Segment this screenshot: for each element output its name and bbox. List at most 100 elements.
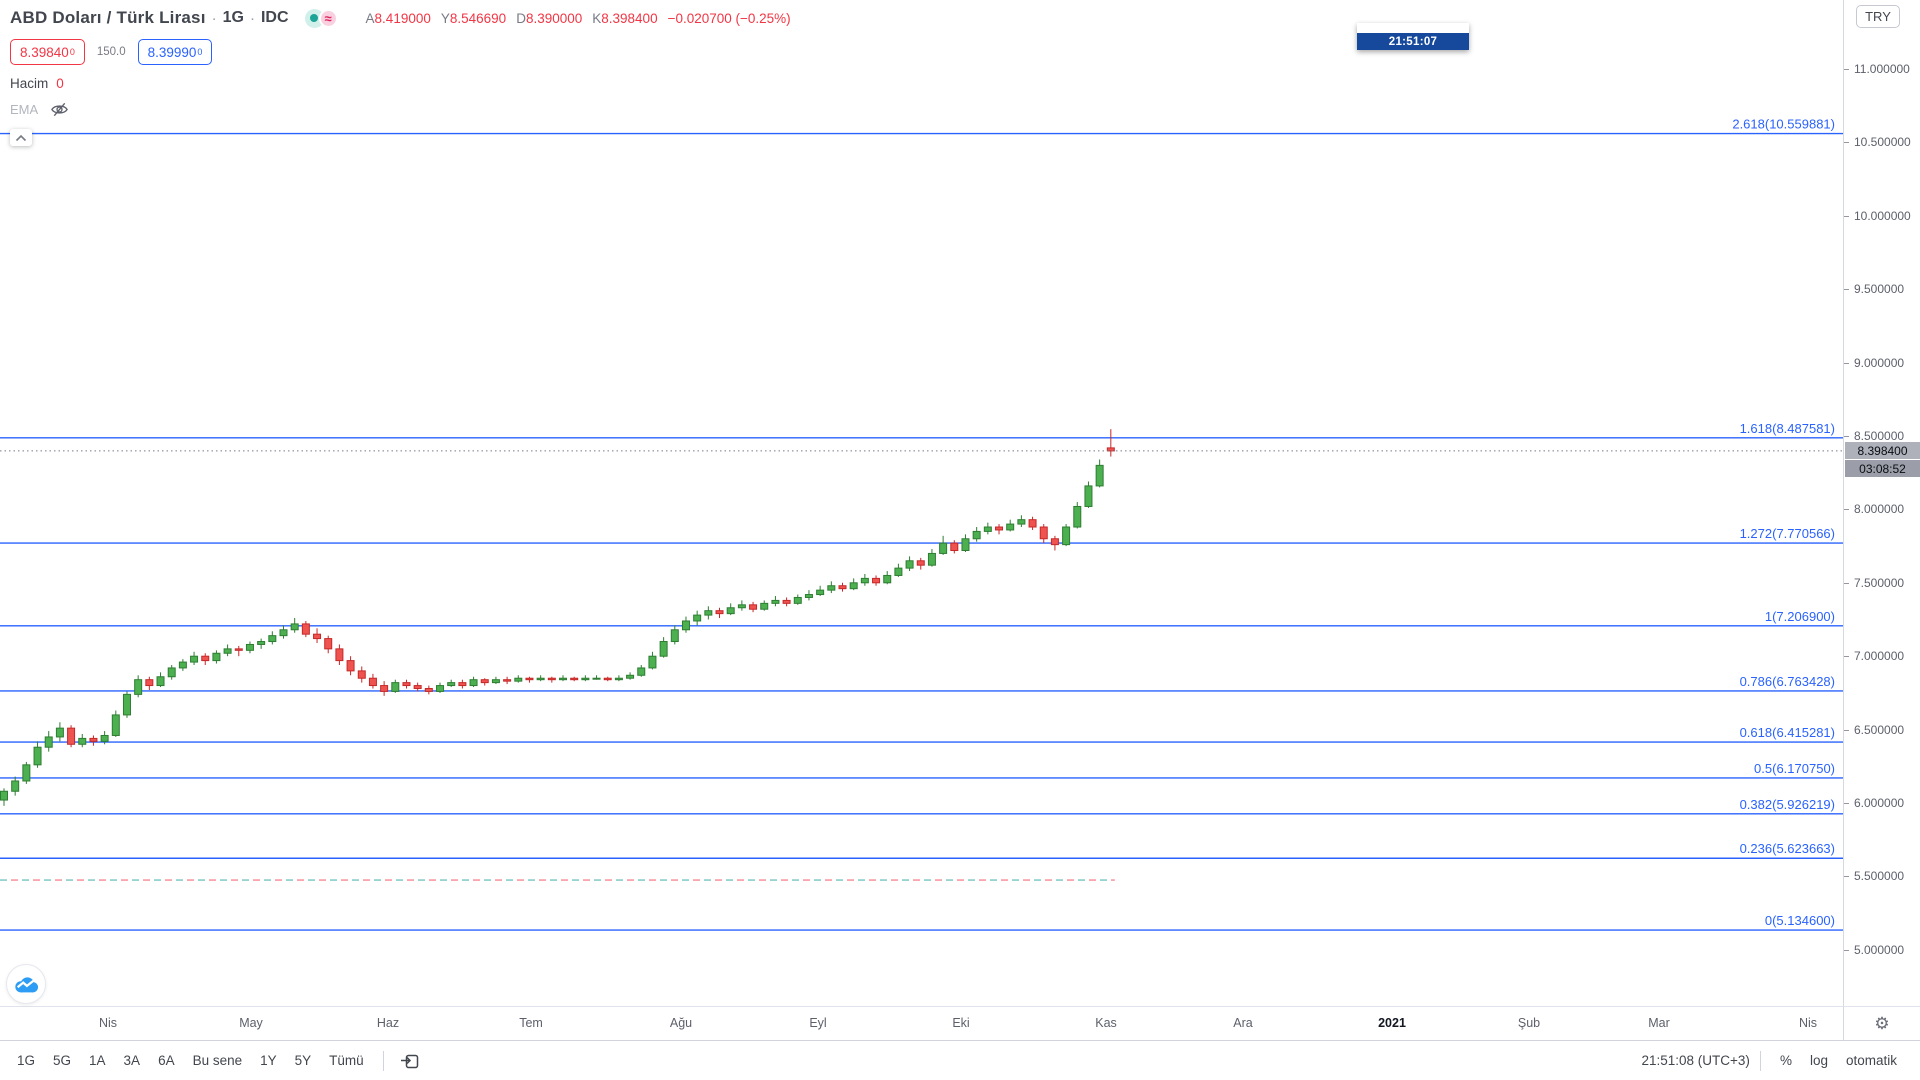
market-status-pill[interactable]: ≈ [304,8,338,28]
change-value: −0.020700 (−0.25%) [667,10,791,26]
candle-series [0,429,1115,806]
date-range-buttons: 1G 5G 1A 3A 6A Bu sene 1Y 5Y Tümü [0,1048,426,1073]
price-axis[interactable]: TRY 11.000000 10.500000 10.000000 9.500000 9… [1843,0,1920,1006]
fib-label: 1.272(7.770566) [1740,526,1835,541]
volume-label: Hacim [10,76,49,91]
close-label: K [592,10,602,26]
price-tick-label: 10.500000 [1854,135,1911,150]
volume-value: 0 [56,76,64,91]
market-open-icon [304,8,324,28]
range-button-3a[interactable]: 3A [123,1053,141,1068]
price-tick-label: 5.500000 [1854,869,1905,884]
range-button-1a[interactable]: 1A [89,1053,106,1068]
price-tick-mark [1844,803,1849,804]
candlestick-chart[interactable]: 2.618(10.559881) 1.618(8.487581) 1.272(7.7… [0,0,1843,1006]
clock[interactable]: 21:51:08 (UTC+3) [1641,1053,1750,1068]
volume-indicator-row[interactable]: Hacim 0 [10,76,791,91]
chevron-up-icon [15,134,27,141]
range-button-1g[interactable]: 1G [17,1053,36,1068]
range-button-5y[interactable]: 5Y [294,1053,312,1068]
price-tick-mark [1844,362,1849,364]
symbol-title[interactable]: ABD Doları / Türk Lirası [10,8,206,27]
ema-indicator-row[interactable]: EMA [10,100,791,119]
sell-price-sup: 0 [69,47,75,57]
time-axis-label: Tem [519,1016,543,1030]
open-label: A [365,10,375,26]
time-axis-label: Ara [1233,1016,1253,1030]
time-axis-label: Haz [376,1016,400,1030]
high-value: 8.546690 [449,10,507,26]
sell-price: 8.39840 [20,44,69,60]
interval-label[interactable]: 1G [222,9,244,26]
range-button-5g[interactable]: 5G [53,1053,72,1068]
price-tick-mark [1844,69,1849,70]
price-tick-label: 9.000000 [1854,355,1905,370]
auto-scale-button[interactable]: otomatik [1845,1053,1897,1068]
time-axis-label: Nis [98,1016,118,1030]
ema-label: EMA [10,102,39,117]
price-tick-mark [1844,949,1849,951]
price-tick-mark [1844,142,1849,144]
exchange-label[interactable]: IDC [260,9,289,26]
currency-toggle-button[interactable]: TRY [1856,5,1900,28]
price-tick-label: 8.500000 [1854,429,1905,443]
price-tick-label: 6.000000 [1854,796,1905,810]
price-tick-mark [1844,582,1849,584]
time-countdown-tooltip: 21:51:07 [1357,23,1469,50]
gear-icon[interactable]: ⚙ [1874,1014,1890,1033]
axis-settings-corner: ⚙ [1843,1006,1920,1040]
price-tick-label: 7.500000 [1854,575,1905,590]
spread-value: 150.0 [96,46,126,58]
low-value: 8.390000 [525,10,583,26]
price-tick-label: 11.000000 [1854,62,1910,76]
fib-label: 0.786(6.763428) [1740,674,1835,689]
divider [382,1050,384,1071]
go-to-date-button[interactable] [394,1049,426,1073]
sell-button[interactable]: 8.39840 0 [10,39,85,65]
fib-label: 2.618(10.559881) [1732,117,1835,132]
buy-price: 8.39990 [147,44,197,60]
bar-close-countdown: 03:08:52 [1845,460,1920,478]
price-tick-label: 6.500000 [1854,722,1905,737]
close-value: 8.398400 [601,10,658,26]
buy-price-sup: 0 [197,47,203,57]
time-axis-label: Nis [1798,1016,1818,1030]
ohlc-readout: A 8.419000 Y 8.546690 D 8.390000 K 8.398400 … [356,11,791,26]
high-label: Y [440,10,450,26]
fib-label: 0.5(6.170750) [1754,761,1835,776]
price-tick-label: 9.500000 [1854,282,1905,297]
low-label: D [516,10,526,26]
countdown-value: 21:51:07 [1357,33,1469,50]
bottom-toolbar: 1G 5G 1A 3A 6A Bu sene 1Y 5Y Tümü 21:51:08 (UTC+… [0,1040,1920,1080]
fib-label: 0(5.134600) [1765,913,1835,928]
time-axis-label: Kas [1095,1016,1117,1030]
range-button-6a[interactable]: 6A [158,1053,175,1068]
price-tick-mark [1844,215,1849,217]
separator-dot: · [211,9,217,27]
price-tick-label: 10.000000 [1854,208,1911,223]
percent-scale-button[interactable]: % [1779,1053,1792,1068]
fib-label: 1(7.206900) [1765,609,1835,624]
range-button-bu-sene[interactable]: Bu sene [192,1053,243,1068]
fib-retracement[interactable]: 2.618(10.559881) 1.618(8.487581) 1.272(7.7… [0,117,1843,931]
buy-button[interactable]: 8.39990 0 [137,39,213,65]
time-axis-label: Mar [1648,1016,1670,1030]
eye-slash-icon[interactable] [50,100,69,119]
range-button-1y[interactable]: 1Y [260,1053,277,1068]
chart-pane[interactable]: 2.618(10.559881) 1.618(8.487581) 1.272(7.7… [0,0,1843,1006]
collapse-legend-button[interactable] [10,129,32,146]
log-scale-button[interactable]: log [1809,1053,1828,1068]
price-tick-label: 8.000000 [1854,502,1905,517]
time-axis[interactable]: Nis May Haz Tem Ağu Eyl Eki Kas Ara 2021 Şub Mar Nis [0,1006,1843,1040]
delayed-data-icon: ≈ [318,8,338,28]
time-axis-label: Eki [952,1016,970,1030]
fib-label: 0.618(6.415281) [1740,725,1835,740]
price-tick-mark [1844,876,1849,878]
time-axis-label: May [239,1016,263,1030]
price-tick-mark [1844,509,1849,511]
fib-label: 0.382(5.926219) [1740,797,1835,812]
range-button-tümü[interactable]: Tümü [329,1053,364,1068]
tradingview-logo-button[interactable] [6,964,46,1004]
